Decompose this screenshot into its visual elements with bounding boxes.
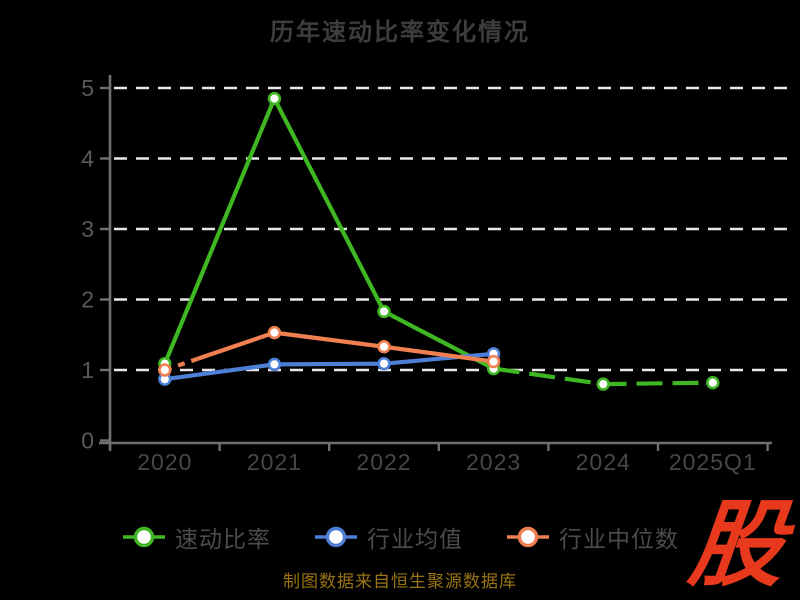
svg-text:2022: 2022 bbox=[356, 449, 411, 475]
svg-text:0: 0 bbox=[81, 428, 94, 454]
logo-gu: 股 bbox=[684, 492, 790, 597]
svg-text:5: 5 bbox=[81, 75, 94, 101]
legend-label: 行业中位数 bbox=[559, 526, 679, 552]
svg-text:1: 1 bbox=[81, 357, 94, 383]
axes bbox=[99, 75, 772, 451]
svg-text:2020: 2020 bbox=[137, 449, 192, 475]
chart-title: 历年速动比率变化情况 bbox=[270, 19, 530, 46]
series-marker-icon bbox=[123, 526, 165, 548]
svg-text:2023: 2023 bbox=[466, 449, 521, 475]
legend-label: 速动比率 bbox=[175, 526, 271, 552]
series-2 bbox=[158, 325, 501, 377]
series-marker-icon bbox=[315, 526, 357, 548]
data-source-note: 制图数据来自恒生聚源数据库 bbox=[283, 572, 517, 591]
legend-item-industry-mean: 行业均值 bbox=[313, 520, 463, 554]
svg-text:3: 3 bbox=[81, 216, 94, 242]
legend-item-quick-ratio: 速动比率 bbox=[121, 520, 271, 554]
x-axis-labels: 2020 2021 2022 2023 2024 2025Q1 bbox=[137, 449, 757, 475]
series-1 bbox=[158, 347, 501, 386]
y-axis-labels: 0 1 2 3 4 5 bbox=[81, 75, 94, 454]
svg-text:2: 2 bbox=[81, 287, 94, 313]
legend-label: 行业均值 bbox=[367, 526, 463, 552]
svg-text:4: 4 bbox=[81, 146, 94, 172]
svg-text:2021: 2021 bbox=[247, 449, 302, 475]
series-marker-icon bbox=[507, 526, 549, 548]
svg-text:2024: 2024 bbox=[576, 449, 631, 475]
legend: 速动比率 行业均值 行业中位数 bbox=[0, 520, 800, 554]
legend-item-industry-median: 行业中位数 bbox=[505, 520, 679, 554]
grid-lines bbox=[114, 86, 788, 372]
svg-text:2025Q1: 2025Q1 bbox=[669, 449, 757, 475]
series-0 bbox=[158, 91, 720, 391]
